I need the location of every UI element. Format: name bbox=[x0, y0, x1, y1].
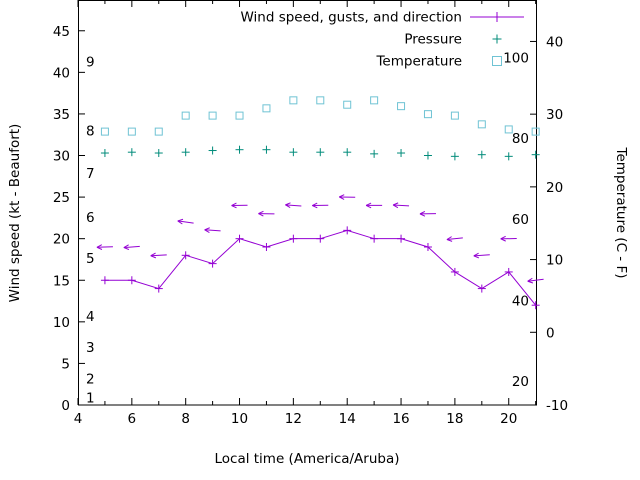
svg-text:60: 60 bbox=[512, 212, 529, 228]
x-tick-labels: 4 6 8 10 12 14 16 18 20 bbox=[74, 411, 518, 427]
svg-text:Wind speed, gusts, and directi: Wind speed, gusts, and direction bbox=[240, 10, 462, 26]
pressure-series bbox=[100, 145, 540, 161]
svg-text:35: 35 bbox=[53, 107, 70, 123]
svg-text:8: 8 bbox=[86, 124, 95, 140]
y-axis-label-left: Wind speed (kt - Beaufort) bbox=[7, 123, 23, 303]
svg-text:25: 25 bbox=[53, 190, 70, 206]
svg-text:6: 6 bbox=[128, 411, 137, 427]
svg-text:1: 1 bbox=[86, 391, 95, 407]
svg-text:12: 12 bbox=[285, 411, 302, 427]
svg-text:9: 9 bbox=[86, 55, 95, 71]
beaufort-scale-labels: 1 2 3 4 5 6 7 8 9 bbox=[86, 55, 95, 407]
y-right-tick-labels: -10 0 10 20 30 40 bbox=[546, 34, 568, 414]
svg-text:2: 2 bbox=[86, 371, 95, 387]
svg-text:Temperature: Temperature bbox=[375, 54, 462, 70]
svg-text:4: 4 bbox=[86, 309, 95, 325]
svg-text:5: 5 bbox=[86, 251, 95, 267]
fahrenheit-scale-labels: 20 40 60 80 100 bbox=[503, 50, 529, 390]
svg-text:16: 16 bbox=[392, 411, 409, 427]
svg-text:7: 7 bbox=[86, 166, 95, 182]
svg-text:20: 20 bbox=[546, 180, 563, 196]
svg-text:40: 40 bbox=[546, 34, 563, 50]
svg-text:20: 20 bbox=[512, 374, 529, 390]
y-left-tick-labels: 0 5 10 15 20 25 30 35 40 45 bbox=[53, 24, 70, 414]
svg-text:45: 45 bbox=[53, 24, 70, 40]
temperature-series bbox=[100, 96, 540, 136]
svg-text:4: 4 bbox=[74, 411, 83, 427]
svg-text:40: 40 bbox=[512, 293, 529, 309]
svg-text:5: 5 bbox=[61, 356, 70, 372]
svg-text:15: 15 bbox=[53, 273, 70, 289]
svg-text:10: 10 bbox=[231, 411, 248, 427]
wind-gust-series bbox=[96, 194, 544, 284]
svg-text:0: 0 bbox=[546, 325, 555, 341]
svg-text:10: 10 bbox=[546, 253, 563, 269]
svg-text:18: 18 bbox=[446, 411, 463, 427]
svg-text:80: 80 bbox=[512, 131, 529, 147]
svg-text:6: 6 bbox=[86, 210, 95, 226]
svg-text:20: 20 bbox=[500, 411, 517, 427]
y-axis-label-right: Temperature (C - F) bbox=[613, 147, 629, 279]
svg-text:10: 10 bbox=[53, 315, 70, 331]
svg-text:8: 8 bbox=[181, 411, 190, 427]
svg-text:Pressure: Pressure bbox=[404, 32, 462, 48]
svg-text:-10: -10 bbox=[546, 398, 568, 414]
plot-frame bbox=[78, 0, 537, 406]
svg-text:3: 3 bbox=[86, 340, 95, 356]
svg-text:0: 0 bbox=[61, 398, 70, 414]
wind-speed-series bbox=[100, 226, 540, 310]
svg-text:14: 14 bbox=[339, 411, 356, 427]
svg-text:20: 20 bbox=[53, 232, 70, 248]
legend: Wind speed, gusts, and direction Pressure… bbox=[240, 10, 524, 70]
x-axis-label: Local time (America/Aruba) bbox=[214, 451, 400, 467]
svg-text:30: 30 bbox=[53, 149, 70, 165]
svg-text:30: 30 bbox=[546, 107, 563, 123]
svg-text:40: 40 bbox=[53, 65, 70, 81]
axis-ticks bbox=[77, 0, 537, 406]
svg-text:100: 100 bbox=[503, 50, 529, 66]
